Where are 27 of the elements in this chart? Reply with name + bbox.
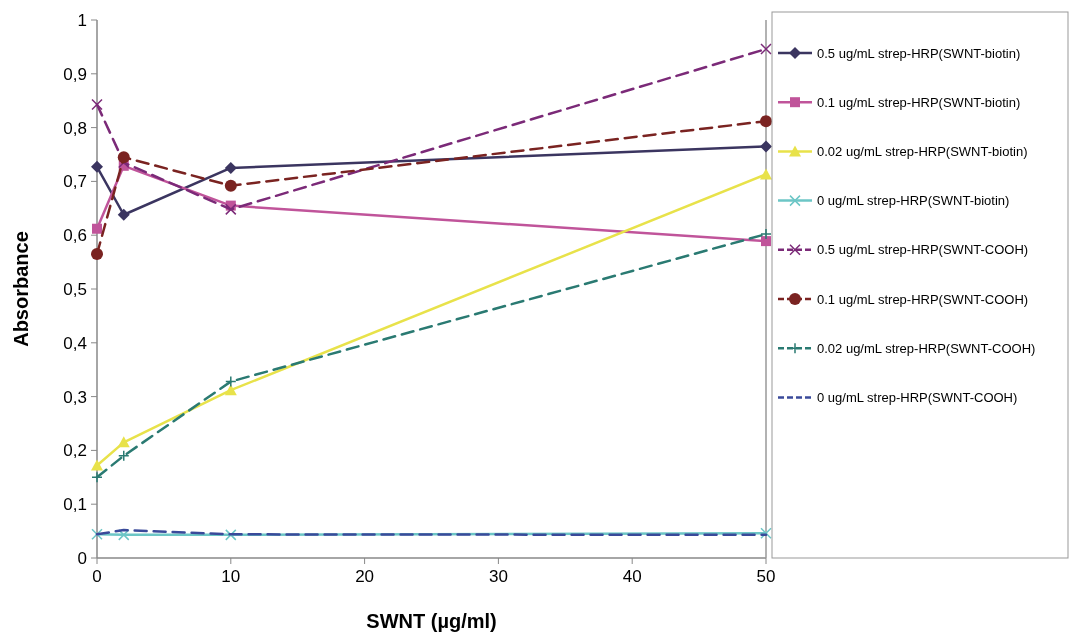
y-tick-label: 0 — [77, 548, 87, 568]
y-tick-label: 0,2 — [63, 441, 87, 461]
y-axis-title: Absorbance — [10, 231, 32, 347]
x-tick-label: 40 — [622, 567, 642, 586]
y-tick-label: 0,3 — [63, 387, 87, 407]
legend-label: 0.1 ug/mL strep-HRP(SWNT-COOH) — [817, 291, 1029, 307]
x-axis-title: SWNT (µg/ml) — [366, 610, 497, 632]
y-tick-label: 0,8 — [63, 118, 87, 138]
legend-label: 0 ug/mL strep-HRP(SWNT-COOH) — [817, 389, 1018, 405]
legend-label: 0 ug/mL strep-HRP(SWNT-biotin) — [817, 193, 1010, 209]
legend-label: 0.5 ug/mL strep-HRP(SWNT-COOH) — [817, 242, 1029, 258]
y-tick-label: 0,7 — [63, 172, 87, 192]
x-tick-label: 10 — [221, 567, 241, 586]
legend-label: 0.5 ug/mL strep-HRP(SWNT-biotin) — [817, 45, 1021, 61]
y-tick-label: 0,5 — [63, 279, 87, 299]
legend-label: 0.02 ug/mL strep-HRP(SWNT-biotin) — [817, 143, 1028, 159]
legend-label: 0.1 ug/mL strep-HRP(SWNT-biotin) — [817, 94, 1021, 110]
x-tick-label: 50 — [756, 567, 776, 586]
y-tick-label: 0,4 — [63, 333, 87, 353]
x-tick-label: 30 — [488, 567, 508, 586]
legend-label: 0.02 ug/mL strep-HRP(SWNT-COOH) — [817, 340, 1036, 356]
x-tick-label: 0 — [92, 567, 102, 586]
y-tick-label: 0,1 — [63, 495, 87, 515]
x-tick-label: 20 — [355, 567, 375, 586]
y-tick-label: 0,6 — [63, 226, 87, 246]
y-tick-label: 0,9 — [63, 64, 87, 84]
y-tick-label: 1 — [77, 10, 87, 30]
